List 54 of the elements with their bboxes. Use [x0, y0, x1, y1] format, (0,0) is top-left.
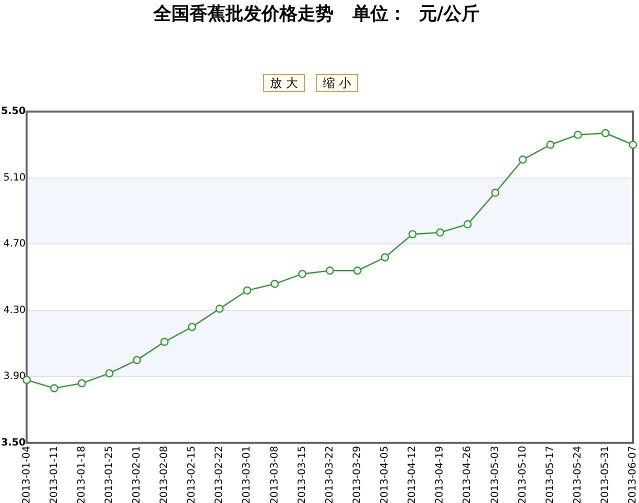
point — [270, 280, 279, 288]
x-tick-label: 2013-05-10 — [517, 446, 528, 503]
x-tick-label: 2013-02-22 — [214, 446, 226, 503]
point — [243, 286, 252, 295]
x-tick-label: 2013-05-03 — [490, 446, 501, 503]
x-tick-label: 2013-03-08 — [269, 446, 280, 503]
x-tick-label: 2013-04-05 — [380, 446, 391, 503]
x-tick-label: 2013-03-29 — [352, 446, 363, 503]
point — [298, 270, 306, 278]
x-tick-label: 2013-02-15 — [186, 446, 198, 503]
point — [132, 356, 142, 364]
y-tick-label: 3.50 — [0, 437, 26, 448]
point — [215, 304, 224, 313]
point — [188, 322, 196, 332]
point — [601, 129, 610, 138]
zoom-in-button: 放 大 — [263, 74, 305, 92]
x-tick-label: 2013-01-18 — [76, 446, 88, 503]
point — [491, 188, 500, 197]
x-tick-label: 2013-05-24 — [572, 446, 584, 503]
point — [464, 220, 472, 228]
point — [50, 384, 58, 392]
point — [574, 130, 582, 139]
point — [160, 338, 169, 346]
y-tick-label: 5.10 — [3, 172, 26, 184]
x-tick-label: 2013-02-08 — [159, 446, 170, 503]
point — [353, 266, 362, 275]
x-tick-label: 2013-03-22 — [324, 446, 336, 503]
point — [408, 230, 417, 238]
x-tick-label: 2013-01-11 — [48, 446, 60, 503]
chart-title: 全国香蕉批发价格走势 单位： 元/公斤 — [152, 3, 480, 24]
x-tick-label: 2013-05-17 — [544, 446, 556, 503]
y-tick-label: 5.50 — [0, 106, 26, 118]
x-tick-label: 2013-01-25 — [104, 446, 115, 503]
point — [380, 253, 390, 262]
y-tick-label: 3.90 — [3, 371, 26, 382]
x-tick-label: 2013-05-31 — [600, 446, 612, 503]
point — [546, 140, 554, 149]
zoom-out-button: 缩 小 — [316, 74, 358, 92]
point — [628, 140, 638, 149]
x-tick-label: 2013-01-04 — [21, 446, 32, 503]
x-tick-label: 2013-04-26 — [462, 446, 474, 503]
point — [436, 228, 444, 237]
point — [78, 379, 86, 388]
x-tick-label: 2013-04-12 — [407, 446, 418, 503]
x-tick-label: 2013-04-19 — [434, 446, 446, 503]
point — [105, 369, 114, 378]
x-tick-label: 2013-02-01 — [132, 446, 143, 503]
point — [326, 266, 334, 275]
x-tick-label: 2013-03-15 — [296, 446, 308, 503]
y-tick-label: 4.30 — [3, 304, 26, 316]
x-tick-label: 2013-03-01 — [242, 446, 253, 503]
x-tick-label: 2013-06-07 — [628, 446, 639, 503]
y-tick-label: 4.70 — [3, 238, 26, 250]
point — [518, 156, 527, 164]
